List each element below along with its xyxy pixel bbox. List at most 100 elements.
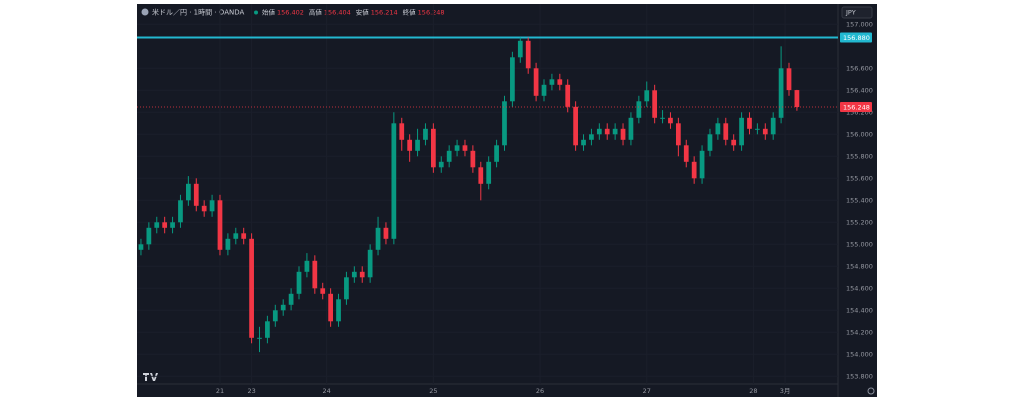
last-price-bg [840, 102, 872, 113]
candle-body [786, 68, 792, 91]
candle-body [344, 277, 349, 300]
candle-body [755, 128, 760, 130]
candle-body [549, 79, 555, 85]
chart-title: 米ドル／円 · 1時間 · OANDA [152, 8, 244, 17]
candle-body [154, 222, 160, 228]
candle-body [589, 134, 594, 140]
symbol-icon [141, 8, 149, 16]
candle-body [359, 271, 365, 278]
candle-body [280, 304, 286, 311]
ohlc-label: 終値 [403, 8, 417, 17]
tv-logo [143, 373, 158, 381]
candle-body [288, 293, 294, 305]
ohlc-value: 156.402 [277, 9, 304, 17]
ohlc-label: 高値 [309, 8, 323, 17]
candle-body [612, 128, 618, 135]
candle-body [446, 150, 452, 162]
candle-body [691, 161, 697, 179]
candle-body [794, 90, 800, 108]
y-tick-label: 154.200 [846, 328, 873, 336]
candle-body [138, 244, 144, 250]
candle-body [336, 299, 341, 322]
candle-body [596, 128, 602, 135]
candle-body [178, 200, 183, 223]
y-tick-label: 156.400 [846, 86, 873, 94]
candle-body [383, 227, 389, 239]
candle-body [193, 183, 199, 206]
x-tick-label: 3月 [780, 387, 791, 395]
candle-body [257, 337, 262, 339]
candle-body [367, 249, 373, 278]
candle-body [715, 123, 721, 135]
candle-body [423, 128, 428, 140]
currency: JPY [845, 9, 856, 17]
candle-body [146, 227, 152, 245]
candle-body [304, 260, 310, 272]
candle-body [462, 145, 468, 151]
candle-body [399, 123, 405, 140]
y-tick-label: 155.400 [846, 196, 873, 204]
candle-body [541, 84, 547, 96]
candle-body [209, 200, 215, 212]
candle-body [660, 117, 665, 119]
candle-body [296, 271, 302, 294]
candle-body [731, 139, 737, 146]
candle-body [675, 123, 681, 146]
candle-body [375, 227, 381, 250]
candle-body [636, 101, 642, 118]
candle-body [454, 145, 460, 151]
candle-body [494, 145, 499, 162]
y-tick-label: 154.400 [846, 306, 873, 314]
candle-body [699, 150, 705, 179]
y-tick-label: 156.000 [846, 130, 873, 138]
ohlc-label: 安値 [356, 8, 370, 17]
x-tick-label: 27 [643, 387, 651, 395]
y-tick-label: 156.200 [846, 108, 873, 116]
currency-button[interactable] [841, 6, 873, 19]
ohlc-value: 156.404 [324, 9, 351, 17]
candle-body [770, 117, 776, 135]
y-tick-label: 153.800 [846, 372, 873, 380]
candle-body [170, 222, 175, 228]
candle-body [391, 123, 397, 239]
candle-body [201, 205, 207, 212]
y-tick-label: 157.000 [846, 20, 873, 28]
x-tick-label: 23 [247, 387, 255, 395]
settings-icon[interactable] [867, 387, 875, 395]
x-tick-label: 26 [536, 387, 544, 395]
candle-body [328, 293, 333, 322]
x-tick-label: 21 [216, 387, 224, 395]
y-tick-label: 155.600 [846, 174, 873, 182]
y-tick-label: 155.800 [846, 152, 873, 160]
y-tick-label: 155.000 [846, 240, 873, 248]
candle-body [517, 40, 523, 58]
y-tick-label: 156.600 [846, 64, 873, 72]
candle-body [652, 90, 658, 118]
candle-body [510, 57, 515, 102]
ohlc-value: 156.248 [418, 9, 445, 17]
y-tick-label: 154.000 [846, 350, 873, 358]
candle-body [683, 145, 689, 162]
hline-label: 156.880 [843, 34, 870, 42]
candle-body [312, 260, 318, 289]
hline-label-bg [840, 32, 872, 43]
status-dot [254, 10, 258, 15]
candle-body [739, 117, 744, 146]
candle-body [573, 106, 578, 146]
candle-body [185, 183, 191, 201]
candle-body [486, 161, 492, 184]
candle-body [470, 150, 476, 168]
candle-body [430, 128, 436, 168]
candle-body [265, 321, 270, 338]
ohlc-value: 156.214 [371, 9, 398, 17]
candle-body [604, 128, 610, 135]
candle-body [723, 123, 729, 140]
x-tick-label: 25 [429, 387, 437, 395]
candle-body [272, 310, 278, 322]
candle-body [438, 161, 444, 168]
candle-body [351, 271, 357, 278]
candle-body [762, 128, 768, 135]
candle-body [778, 68, 784, 118]
candle-body [320, 288, 326, 294]
